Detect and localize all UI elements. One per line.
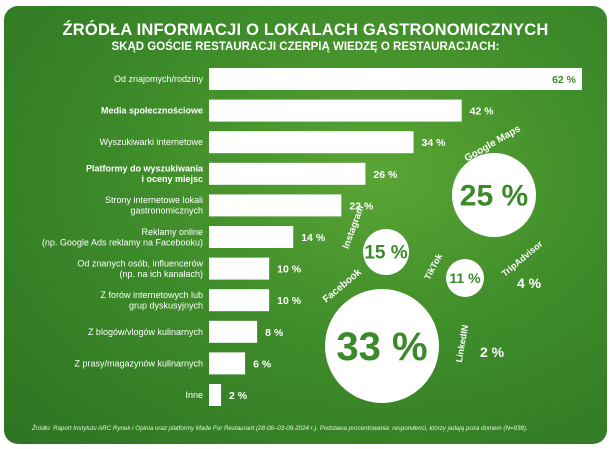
bubble-name: TikTok	[422, 251, 445, 281]
bar	[209, 352, 246, 375]
bubble-value: 33 %	[336, 325, 427, 369]
bubble-value: 2 %	[480, 344, 505, 360]
bar	[209, 68, 582, 90]
category-label: Od znajomych/rodziny	[114, 74, 204, 84]
value-label: 8 %	[265, 327, 284, 339]
bubble	[446, 259, 484, 297]
value-label: 6 %	[253, 358, 272, 370]
category-label: Media społecznościowe	[101, 106, 203, 116]
category-label: Strony internetowe lokali gastronomicznyc…	[105, 195, 203, 216]
bubble-value: 11 %	[449, 270, 481, 286]
value-label: 10 %	[277, 295, 302, 307]
value-label: 2 %	[229, 390, 248, 402]
bar	[209, 226, 294, 248]
page-title: ŹRÓDŁA INFORMACJI O LOKALACH GASTRONOMIC…	[62, 21, 549, 39]
category-label: Z forów internetowych lub grup dyskusyjny…	[100, 290, 203, 311]
category-label: Z prasy/magazynów kulinarnych	[74, 358, 203, 368]
category-label: Od znanych osób, influencerów (np. na ich…	[77, 258, 203, 279]
bubble-value: 25 %	[460, 180, 528, 213]
source-note: Źródło: Raport Instytutu ARC Rynek i Opi…	[32, 425, 528, 432]
value-label: 22 %	[349, 200, 374, 212]
value-label: 34 %	[422, 137, 447, 149]
bar	[209, 99, 462, 122]
bar	[209, 257, 270, 280]
bubble-value: 15 %	[364, 243, 407, 264]
chart: Od znajomych/rodziny 62 % Media społecznoś…	[42, 68, 582, 406]
category-label: Wyszukiwarki internetowe	[100, 137, 203, 147]
bar	[209, 320, 258, 343]
value-label: 10 %	[277, 264, 302, 276]
category-label: Reklamy online (np. Google Ads reklamy na…	[42, 227, 203, 248]
value-label: 42 %	[470, 106, 495, 118]
category-label: Platformy do wyszukiwania i oceny miejsc	[86, 164, 204, 185]
page-subtitle: SKĄD GOŚCIE RESTAURACJI CZERPIĄ WIEDZĘ O…	[111, 41, 500, 53]
bar	[209, 131, 414, 154]
bar	[209, 162, 366, 185]
value-label: 62 %	[552, 74, 577, 86]
bubble-value: 4 %	[517, 275, 542, 291]
bubble-name: LinkedIN	[454, 324, 470, 363]
bubble	[452, 153, 536, 237]
bubble	[325, 289, 439, 403]
value-label: 14 %	[301, 232, 326, 244]
value-label: 26 %	[373, 169, 398, 181]
bubble-name: Instagram	[341, 204, 367, 250]
bar	[209, 194, 342, 217]
infographic-card: ŹRÓDŁA INFORMACJI O LOKALACH GASTRONOMIC…	[4, 6, 607, 444]
bar	[209, 289, 270, 312]
category-label: Inne	[185, 390, 203, 400]
category-label: Z blogów/vlogów kulinarnych	[88, 327, 203, 337]
bubble-name: TripAdvisor	[500, 238, 545, 278]
bar	[209, 384, 222, 406]
bubble	[363, 229, 409, 275]
